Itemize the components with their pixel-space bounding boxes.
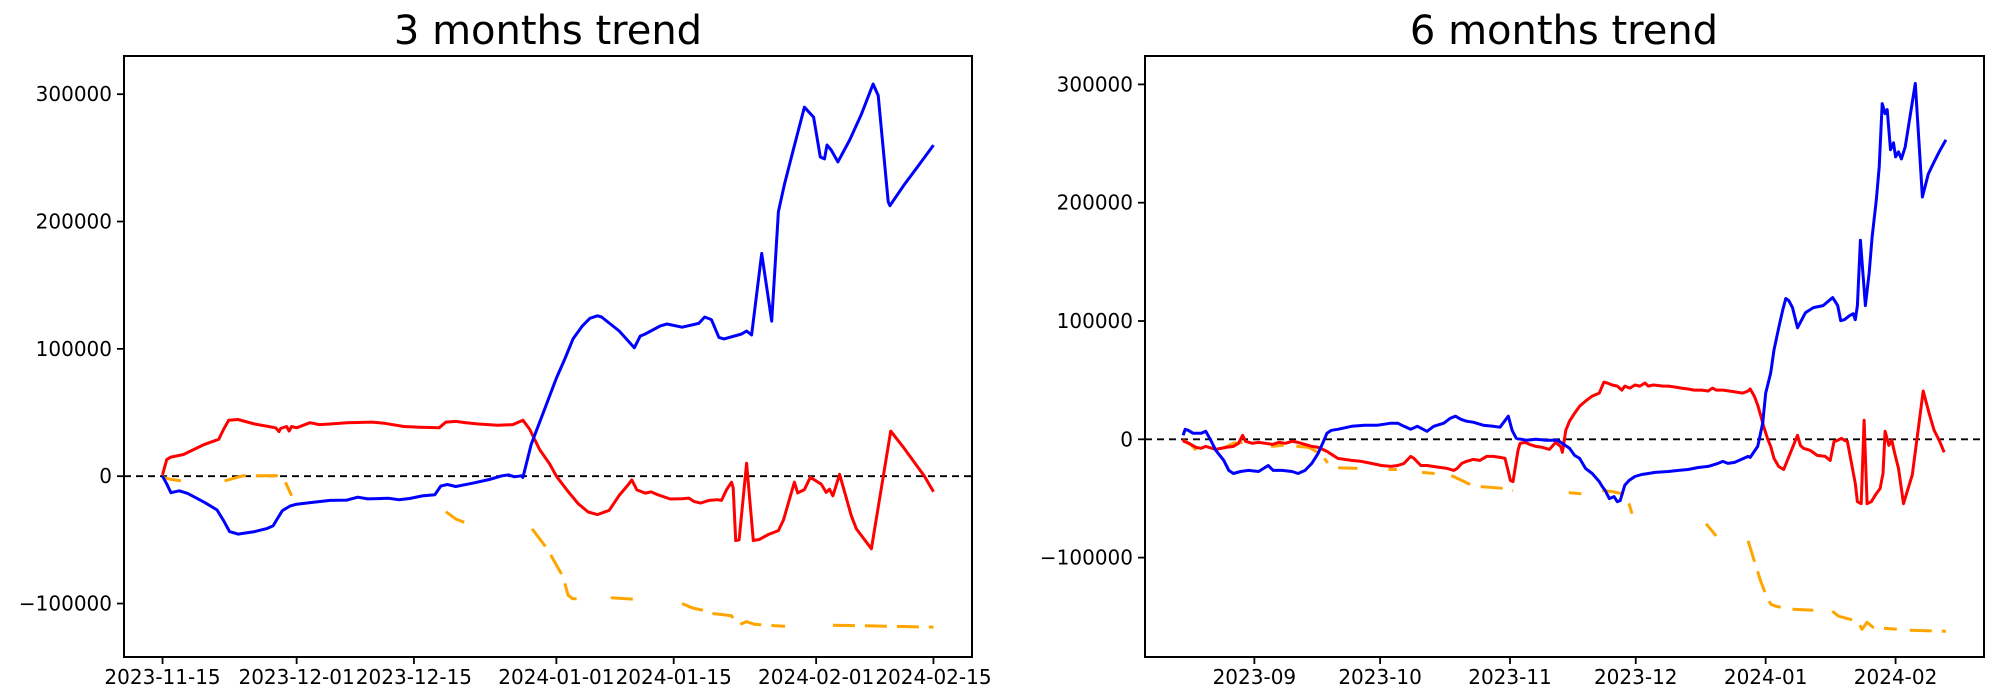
x-tick-label: 2023-12 <box>1594 665 1678 689</box>
y-tick-label: 200000 <box>1057 191 1133 215</box>
chart-title-3-months: 3 months trend <box>394 8 702 54</box>
series-orange-dashed-line <box>224 474 293 497</box>
y-tick-label: 200000 <box>36 210 112 234</box>
series-orange-dashed-line <box>832 623 934 629</box>
series-orange-dashed-line <box>530 527 581 601</box>
series-blue-line <box>161 82 935 536</box>
x-tick-label: 2024-02 <box>1854 665 1938 689</box>
x-tick-label: 2023-12-15 <box>356 665 472 689</box>
y-tick-label: 0 <box>1120 427 1133 451</box>
y-tick-label: 100000 <box>36 337 112 361</box>
series-orange-dashed-line <box>681 602 786 628</box>
series-red-line <box>161 418 935 551</box>
series-orange-dashed-line <box>1568 491 1582 496</box>
y-tick-label: 0 <box>99 464 112 488</box>
chart-6-months-plot: 2023-09 2023-10 2023-11 2023-12 2024-01 2024-… <box>1040 55 1985 689</box>
series-orange-dashed-line <box>1270 443 1284 448</box>
x-tick-label: 2024-01 <box>1724 665 1808 689</box>
series-red-line <box>1181 380 1946 506</box>
series-orange-dashed-line <box>1792 607 1814 612</box>
x-tick-label: 2023-11-15 <box>104 665 220 689</box>
y-tick-label: −100000 <box>1040 546 1133 570</box>
y-tick-label: 300000 <box>1057 72 1133 96</box>
series-orange-dashed-line <box>162 475 182 483</box>
chart-3-months-plot: 2023-11-15 2023-12-01 2023-12-15 2024-01-01… <box>19 55 992 689</box>
series-orange-dashed-line <box>1338 466 1358 470</box>
series-orange-dashed-line <box>1450 474 1471 486</box>
y-tick-label: 100000 <box>1057 309 1133 333</box>
series-orange-dashed-line <box>610 596 635 601</box>
series-blue-line <box>1181 81 1948 504</box>
axes-spines <box>123 55 973 658</box>
series-orange-dashed-line <box>1909 628 1946 633</box>
x-tick-label: 2023-10 <box>1338 665 1422 689</box>
x-tick-label: 2023-12-01 <box>238 665 354 689</box>
x-tick-label: 2024-01-01 <box>498 665 614 689</box>
series-orange-dashed-line <box>1746 540 1781 609</box>
series-orange-dashed-line <box>1704 522 1718 537</box>
y-tick-label: 300000 <box>36 82 112 106</box>
series-orange-dashed-line <box>444 510 465 524</box>
y-tick-label: −100000 <box>19 592 112 616</box>
series-orange-dashed-line <box>1421 470 1435 475</box>
x-tick-label: 2024-01-15 <box>616 665 732 689</box>
series-orange-dashed-line <box>1296 444 1329 464</box>
series-orange-dashed-line <box>1831 610 1897 631</box>
axes-spines <box>1144 55 1985 658</box>
chart-title-6-months: 6 months trend <box>1410 8 1718 54</box>
x-tick-label: 2024-02-01 <box>758 665 874 689</box>
series-orange-dashed-line <box>1602 489 1634 515</box>
x-tick-label: 2023-09 <box>1213 665 1297 689</box>
x-tick-label: 2023-11 <box>1468 665 1552 689</box>
series-orange-dashed-line <box>1480 485 1514 492</box>
x-tick-label: 2024-02-15 <box>875 665 991 689</box>
